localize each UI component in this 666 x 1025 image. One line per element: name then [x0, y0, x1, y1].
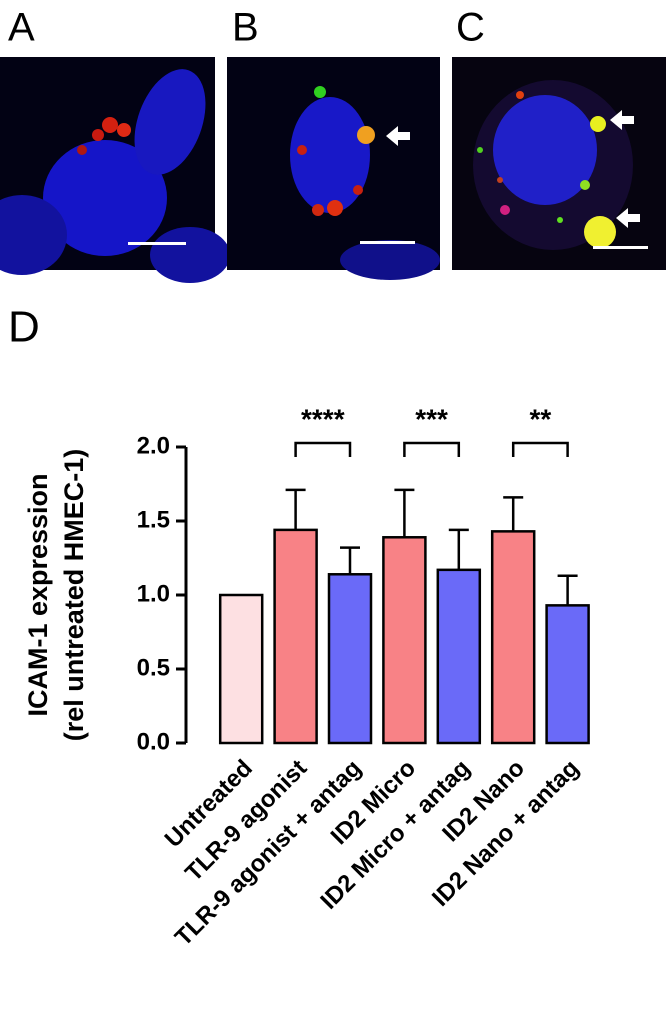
- bar: [218, 593, 264, 745]
- error-bar: [394, 488, 415, 538]
- significance-label: ***: [415, 403, 448, 434]
- significance-label: ****: [301, 403, 345, 434]
- bar: [382, 536, 427, 745]
- significance-bracket: [294, 441, 352, 457]
- panel-label: A: [8, 6, 35, 50]
- micrograph-a: [0, 57, 230, 283]
- bar: [327, 573, 373, 745]
- micrograph-c: [452, 57, 666, 270]
- error-bar: [340, 546, 360, 575]
- micrograph-b: [227, 57, 440, 280]
- error-bar: [503, 496, 524, 532]
- bar: [490, 530, 536, 745]
- y-axis-label: ICAM-1 expression: [23, 473, 53, 716]
- panel-label: B: [232, 6, 259, 50]
- panel-label: D: [8, 303, 40, 352]
- y-tick-label: 1.5: [137, 506, 170, 533]
- y-axis-label: (rel untreated HMEC-1): [59, 449, 89, 742]
- significance-label: **: [530, 403, 552, 434]
- error-bar: [448, 528, 469, 570]
- y-tick-label: 0.0: [137, 728, 170, 755]
- error-bar: [285, 488, 306, 530]
- y-tick-label: 0.5: [137, 654, 170, 681]
- bar: [273, 528, 318, 745]
- bar: [436, 568, 482, 745]
- significance-bracket: [403, 441, 461, 457]
- y-tick-label: 2.0: [137, 432, 170, 459]
- error-bar: [557, 574, 578, 606]
- significance-bracket: [511, 441, 569, 457]
- bar: [545, 604, 590, 745]
- panel-label: C: [456, 6, 485, 50]
- y-tick-label: 1.0: [137, 580, 170, 607]
